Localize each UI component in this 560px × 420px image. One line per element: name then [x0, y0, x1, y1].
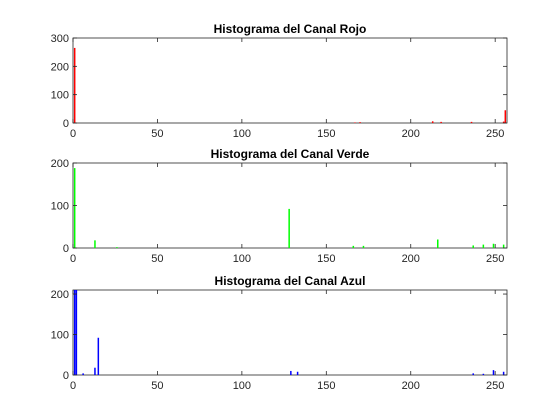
x-tick-label: 100	[233, 128, 251, 140]
red-bar-1	[73, 47, 76, 123]
blue-bar-133	[296, 371, 299, 375]
x-tick-label: 250	[486, 128, 504, 140]
x-tick-label: 100	[233, 253, 251, 265]
x-tick-label: 50	[151, 253, 163, 265]
green-bar-26	[116, 247, 118, 248]
blue-channel-histogram: Histograma del Canal Azul 0 50 100 150 200 250…	[51, 274, 508, 392]
y-tick-label: 200	[51, 61, 69, 73]
red-bar-167	[354, 122, 356, 123]
red-bar-170	[359, 122, 361, 123]
green-bar-166	[352, 245, 355, 248]
green-channel-histogram: Histograma del Canal Verde 0 50 100 150 200 25…	[51, 147, 508, 265]
x-tick-label: 150	[317, 253, 335, 265]
y-tick-label: 0	[63, 370, 69, 382]
green-bar-216	[437, 239, 439, 248]
green-chart-title: Histograma del Canal Verde	[211, 147, 370, 161]
blue-bar-255	[502, 371, 505, 375]
y-tick-label: 200	[51, 158, 69, 170]
x-tick-label: 100	[233, 380, 251, 392]
x-tick-label: 200	[402, 380, 420, 392]
red-bar-256	[504, 110, 507, 123]
x-tick-label: 250	[486, 253, 504, 265]
x-tick-label: 250	[486, 380, 504, 392]
x-tick-label: 50	[151, 128, 163, 140]
blue-bar-2	[75, 290, 78, 375]
blue-chart-title: Histograma del Canal Azul	[215, 274, 366, 288]
x-tick-label: 150	[317, 128, 335, 140]
x-tick-label: 150	[317, 380, 335, 392]
y-tick-label: 100	[51, 201, 69, 213]
green-bar-172	[362, 245, 365, 248]
green-bar-128	[288, 208, 290, 248]
x-tick-label: 50	[151, 380, 163, 392]
green-bar-243	[482, 244, 485, 248]
red-bar-218	[440, 121, 442, 123]
axes-box	[72, 289, 508, 376]
blue-bar-6	[82, 373, 84, 375]
red-bar-255	[502, 121, 505, 123]
x-tick-label: 0	[70, 128, 76, 140]
blue-bar-243	[482, 373, 485, 375]
green-bar-255	[502, 244, 505, 248]
y-tick-label: 200	[51, 289, 69, 301]
green-bar-13	[94, 240, 96, 248]
x-tick-label: 0	[70, 380, 76, 392]
red-bar-213	[431, 121, 434, 123]
axes-box	[72, 162, 508, 249]
y-tick-label: 300	[51, 33, 69, 45]
x-tick-label: 200	[402, 128, 420, 140]
red-channel-histogram: Histograma del Canal Rojo 0 50 100 150 200 250…	[51, 22, 508, 140]
red-bar-236	[470, 121, 473, 123]
y-tick-label: 100	[51, 330, 69, 342]
blue-bar-129	[290, 370, 292, 375]
y-tick-label: 100	[51, 90, 69, 102]
x-tick-label: 200	[402, 253, 420, 265]
green-bar-237	[472, 245, 474, 248]
blue-bar-13	[94, 367, 96, 375]
green-bar-249	[492, 243, 495, 248]
red-chart-title: Histograma del Canal Rojo	[214, 22, 367, 36]
blue-bar-15	[97, 337, 100, 375]
blue-bar-1	[73, 290, 76, 375]
blue-bar-237	[472, 373, 474, 375]
x-tick-label: 0	[70, 253, 76, 265]
y-tick-label: 0	[63, 118, 69, 130]
y-tick-label: 0	[63, 243, 69, 255]
green-bar-1	[73, 168, 76, 248]
blue-bar-249	[492, 370, 495, 375]
axes-box	[72, 37, 508, 124]
